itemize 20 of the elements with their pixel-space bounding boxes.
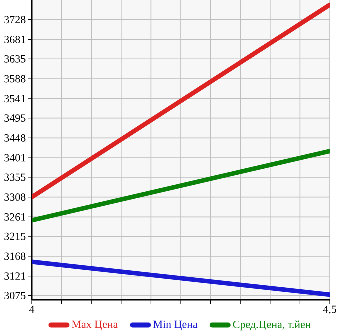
y-tick-label: 3215 <box>4 232 26 240</box>
y-tick-label: 3495 <box>4 114 26 122</box>
x-tick-label: 4,5 <box>323 306 336 315</box>
y-tick-label: 3448 <box>4 134 26 142</box>
y-tick-label: 3635 <box>4 55 26 63</box>
y-tick-label: 3261 <box>4 213 26 221</box>
y-tick-label: 3121 <box>4 272 26 280</box>
y-tick-label: 3401 <box>4 154 26 162</box>
y-tick-label: 3728 <box>4 16 26 24</box>
y-tick-label: 3308 <box>4 194 26 202</box>
legend-label: Max Цена <box>72 320 118 330</box>
y-tick-label: 3168 <box>4 252 26 260</box>
y-tick-label: 3075 <box>4 292 26 300</box>
y-tick-label: 3681 <box>4 36 26 44</box>
y-tick-label: 3355 <box>4 174 26 182</box>
y-tick-label: 3541 <box>4 95 26 103</box>
x-tick-label: 4 <box>29 306 35 314</box>
y-tick-label: 3588 <box>4 75 26 83</box>
legend-label: Сред.Цена, т.йен <box>233 320 312 331</box>
legend-label: Min Цена <box>154 320 198 330</box>
